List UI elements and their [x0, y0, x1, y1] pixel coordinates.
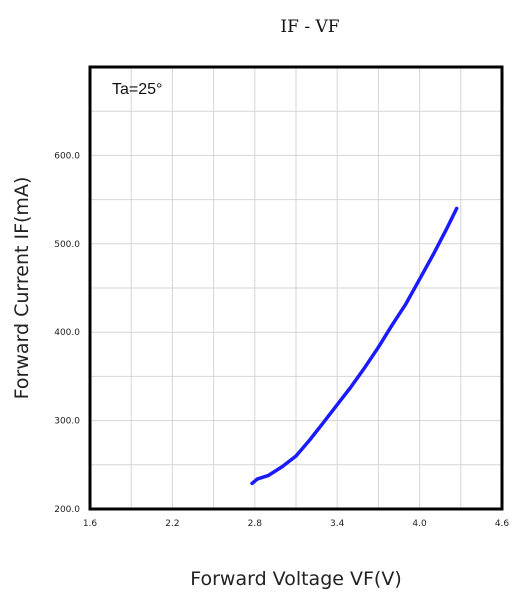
x-tick-label: 3.4 [330, 519, 345, 529]
annotation-temperature: Ta=25° [112, 81, 162, 98]
x-tick-label: 4.0 [412, 519, 427, 529]
plot-frame [88, 65, 504, 511]
grid [90, 67, 502, 509]
y-tick-label: 300.0 [54, 417, 80, 427]
x-tick-label: 4.6 [495, 519, 510, 529]
y-tick-label: 500.0 [54, 240, 80, 250]
y-axis-ticks: 200.0 300.0 400.0 500.0 600.0 [54, 151, 80, 515]
x-tick-label: 1.6 [83, 519, 98, 529]
chart-title: IF - VF [280, 17, 339, 37]
x-axis-ticks: 1.6 2.2 2.8 3.4 4.0 4.6 [83, 519, 510, 529]
y-tick-label: 600.0 [54, 151, 80, 161]
series-line [250, 206, 459, 486]
y-axis-label: Forward Current IF(mA) [11, 177, 33, 400]
x-axis-label: Forward Voltage VF(V) [190, 568, 402, 590]
y-tick-label: 400.0 [54, 328, 80, 338]
x-tick-label: 2.2 [165, 519, 179, 529]
x-tick-label: 2.8 [248, 519, 263, 529]
y-tick-label: 200.0 [54, 505, 80, 515]
